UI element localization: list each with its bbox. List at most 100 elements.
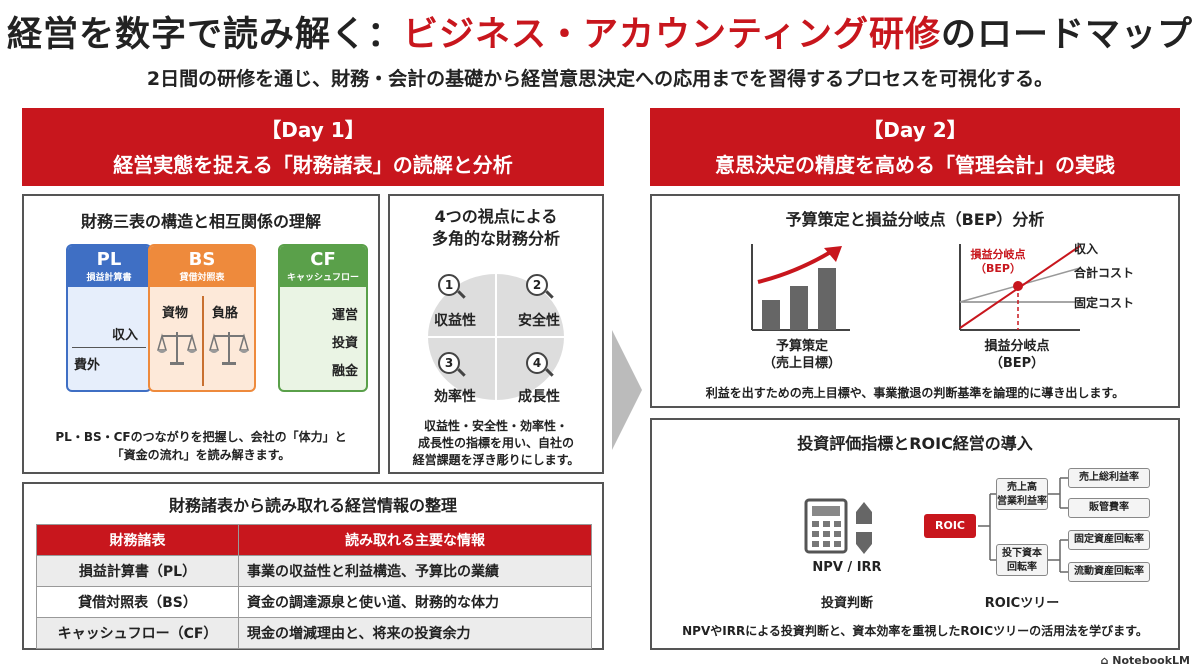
- pl-abbr: PL: [96, 249, 122, 270]
- perspective-label: 効率性: [434, 389, 476, 405]
- perspectives-title-line: 多角的な財務分析: [431, 229, 560, 248]
- perspectives-description: 収益性・安全性・効率性・ 成長性の指標を用い、自社の 経営課題を浮き彫りにします…: [390, 418, 602, 469]
- magnifier-handle: [457, 368, 466, 377]
- roic-leaf-node: 固定資産回転率: [1068, 530, 1150, 550]
- magnifier-icon: 4: [526, 352, 556, 382]
- magnifier-handle: [545, 368, 554, 377]
- magnifier-handle: [457, 290, 466, 299]
- notebooklm-icon: ⌂: [1100, 654, 1113, 667]
- budget-description: 利益を出すための売上目標や、事業撤退の判断基準を論理的に導き出します。: [705, 386, 1125, 400]
- cf-abbr: CF: [310, 249, 336, 270]
- structure-desc-line: 「資金の流れ」を読み解きます。: [111, 448, 291, 462]
- roic-leaf-node: 売上総利益率: [1068, 468, 1150, 488]
- budget-title: 予算策定と損益分岐点（BEP）分析: [785, 210, 1045, 229]
- perspective-label: 安全性: [518, 313, 560, 329]
- bar-chart-icon: [751, 244, 850, 331]
- perspectives-title-line: 4つの視点による: [434, 207, 558, 226]
- perspective-number: 2: [526, 274, 548, 296]
- four-perspectives: 4つの視点による 多角的な財務分析 1 収益性 2 安全性 3 効率性 4 成長…: [388, 194, 604, 474]
- financial-info-table: 財務諸表 読み取れる主要な情報 損益計算書（PL） 事業の収益性と利益構造、予算…: [36, 524, 592, 649]
- line-label-revenue: 収入: [1074, 242, 1099, 256]
- line-label-fixed-cost: 固定コスト: [1074, 296, 1135, 310]
- table-cell: 損益計算書（PL）: [36, 555, 239, 587]
- table-row: 貸借対照表（BS） 資金の調達源泉と使い道、財務的な体力: [36, 586, 592, 618]
- line-label-total-cost: 合計コスト: [1074, 266, 1135, 280]
- budget-left-caption: 予算策定 （売上目標）: [732, 338, 872, 372]
- pl-divider: [72, 347, 146, 348]
- calculator-icon: [804, 498, 872, 554]
- day-transition-arrow: [612, 330, 642, 450]
- day2-title: 意思決定の精度を高める「管理会計」の実践: [715, 153, 1115, 177]
- financial-statements-structure: 財務三表の構造と相互関係の理解 PL 損益計算書 収入 費外 BS 貸借対照表 …: [22, 194, 380, 474]
- roic-root-node: ROIC: [924, 514, 976, 538]
- perspectives-hline: [428, 336, 564, 338]
- bep-graph-icon: [959, 244, 1081, 331]
- roic-box: 投資評価指標とROIC経営の導入 NPV / IRR 投資判断 ROIC 売上高…: [650, 418, 1180, 650]
- pl-name: 損益計算書: [86, 273, 132, 283]
- perspectives-desc-line: 成長性の指標を用い、自社の: [417, 436, 574, 450]
- roic-leaf-node: 販管費率: [1068, 498, 1150, 518]
- table-cell: 事業の収益性と利益構造、予算比の業績: [238, 555, 592, 587]
- roic-mid-node: 投下資本 回転率: [996, 544, 1048, 576]
- bs-name: 貸借対照表: [179, 273, 225, 283]
- roic-title: 投資評価指標とROIC経営の導入: [797, 434, 1033, 453]
- bep-caption-line: （BEP）: [989, 356, 1045, 371]
- magnifier-icon: 3: [438, 352, 468, 382]
- perspective-number: 3: [438, 352, 460, 374]
- bs-divider: [202, 296, 204, 386]
- budget-caption-line: 予算策定: [775, 339, 828, 354]
- bs-card: BS 貸借対照表 資物 負胳: [148, 244, 256, 392]
- structure-desc-line: PL・BS・CFのつながりを把握し、会社の「体力」と: [55, 430, 347, 444]
- perspectives-title: 4つの視点による 多角的な財務分析: [390, 206, 602, 250]
- scale-icon: [209, 332, 249, 365]
- bep-label-line: （BEP）: [975, 262, 1021, 275]
- table-header-cell: 読み取れる主要な情報: [238, 524, 592, 556]
- page-subtitle: 2日間の研修を通じ、財務・会計の基礎から経営意思決定への応用までを習得するプロセ…: [146, 68, 1054, 90]
- perspective-label: 収益性: [434, 313, 476, 329]
- perspectives-desc-line: 収益性・安全性・効率性・: [423, 419, 568, 433]
- day1-title: 経営実態を捉える「財務諸表」の読解と分析: [113, 153, 513, 177]
- budget-bep-box: 予算策定と損益分岐点（BEP）分析 予算策定 （売上目標） 損益分岐点 （BEP…: [650, 194, 1180, 408]
- table-header-row: 財務諸表 読み取れる主要な情報: [36, 524, 592, 556]
- cf-item: 投資: [331, 336, 358, 351]
- table-row: キャッシュフロー（CF） 現金の増減理由と、将来の投資余力: [36, 617, 592, 649]
- structure-description: PL・BS・CFのつながりを把握し、会社の「体力」と 「資金の流れ」を読み解きま…: [24, 428, 378, 464]
- table-header-cell: 財務諸表: [36, 524, 239, 556]
- table-cell: キャッシュフロー（CF）: [36, 617, 239, 649]
- perspective-label: 成長性: [518, 389, 560, 405]
- cf-item: 運営: [331, 308, 358, 323]
- brand-text: NotebookLM: [1112, 654, 1190, 667]
- table-cell: 貸借対照表（BS）: [36, 586, 239, 618]
- cf-name: キャッシュフロー: [286, 273, 359, 283]
- financial-info-table-box: 財務諸表から読み取れる経営情報の整理 財務諸表 読み取れる主要な情報 損益計算書…: [22, 482, 604, 650]
- npv-irr-label: NPV / IRR: [812, 560, 882, 575]
- perspective-number: 1: [438, 274, 460, 296]
- structure-title: 財務三表の構造と相互関係の理解: [80, 212, 321, 231]
- bep-caption-line: 損益分岐点: [984, 339, 1050, 354]
- bs-assets: 資物: [162, 306, 189, 321]
- roic-tree-caption: ROICツリー: [984, 596, 1060, 611]
- table-cell: 資金の調達源泉と使い道、財務的な体力: [238, 586, 592, 618]
- bep-label-line: 損益分岐点: [970, 248, 1026, 261]
- roic-mid-node: 売上高 営業利益率: [996, 478, 1048, 510]
- notebooklm-brand: ⌂ NotebookLM: [1101, 654, 1190, 667]
- table-title: 財務諸表から読み取れる経営情報の整理: [168, 496, 457, 515]
- cf-card: CF キャッシュフロー 運営 投資 融金: [278, 244, 368, 392]
- pl-income: 収入: [111, 328, 138, 343]
- cf-item: 融金: [331, 364, 358, 379]
- title-prefix: 経営を数字で読み解く：: [7, 15, 404, 55]
- bs-abbr: BS: [188, 249, 216, 270]
- perspectives-desc-line: 経営課題を浮き彫りにします。: [412, 453, 580, 467]
- budget-caption-line: （売上目標）: [762, 356, 841, 371]
- day2-label: 【Day 2】: [863, 118, 967, 142]
- bep-point-label: 損益分岐点 （BEP）: [956, 248, 1040, 276]
- day2-header: 【Day 2】 意思決定の精度を高める「管理会計」の実践: [650, 108, 1180, 186]
- scale-icon: [157, 332, 197, 365]
- page-title: 経営を数字で読み解く：ビジネス・アカウンティング研修のロードマップ: [0, 6, 1200, 57]
- perspective-number: 4: [526, 352, 548, 374]
- day1-label: 【Day 1】: [261, 118, 365, 142]
- bep-right-caption: 損益分岐点 （BEP）: [952, 338, 1082, 372]
- pl-expense: 費外: [74, 358, 101, 373]
- day1-header: 【Day 1】 経営実態を捉える「財務諸表」の読解と分析: [22, 108, 604, 186]
- bs-liabilities: 負胳: [212, 306, 239, 321]
